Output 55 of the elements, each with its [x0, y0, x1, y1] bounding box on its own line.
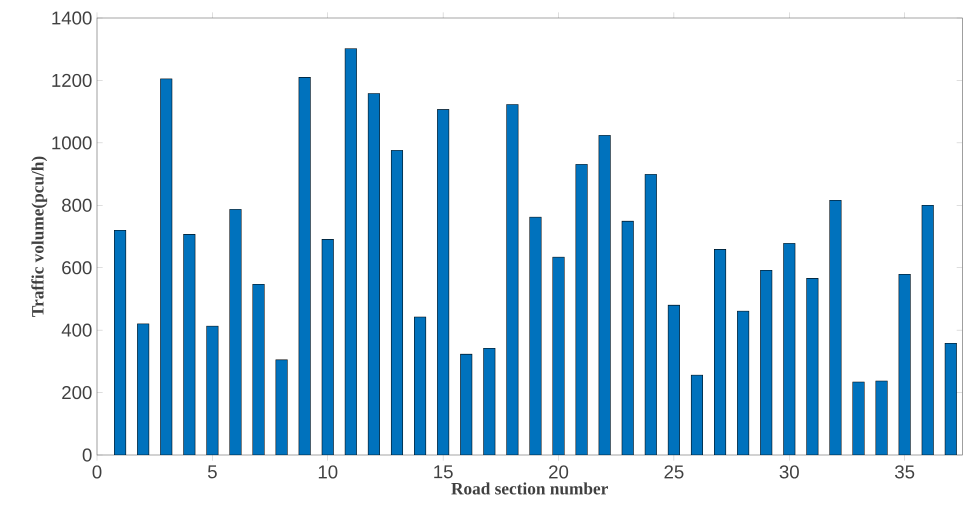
y-tick-label: 1200 [52, 74, 92, 88]
bar [829, 200, 842, 455]
bar [160, 78, 172, 455]
x-tick-label: 35 [895, 465, 914, 479]
bar [644, 174, 657, 455]
bar [390, 150, 404, 455]
bar [552, 256, 565, 455]
bar [414, 316, 426, 455]
y-tick-label: 200 [62, 386, 92, 400]
bar [576, 164, 588, 455]
bar [183, 234, 196, 455]
bar [529, 216, 542, 455]
bar [852, 382, 865, 455]
bar [368, 93, 380, 455]
bar [944, 342, 957, 455]
bar [622, 220, 634, 455]
y-tick-label: 400 [62, 324, 92, 337]
bar [322, 239, 334, 455]
bar [276, 360, 288, 455]
bar [737, 310, 750, 455]
bar [598, 135, 611, 455]
bar [714, 249, 726, 455]
y-tick-label: 0 [82, 448, 92, 462]
y-tick-label: 800 [62, 198, 92, 212]
bar [876, 380, 888, 455]
bar [922, 205, 934, 455]
x-tick-label: 15 [434, 465, 453, 478]
bar [298, 77, 311, 455]
bar [114, 230, 126, 455]
x-tick-label: 30 [780, 465, 799, 479]
bar [668, 304, 680, 455]
bar [252, 284, 265, 455]
y-axis-title: Traffic volume(pcu/h) [31, 156, 48, 317]
x-tick-label: 10 [318, 465, 338, 479]
x-tick-label: 25 [664, 465, 684, 479]
bar [229, 209, 242, 455]
y-tick-label: 1000 [52, 136, 92, 150]
bar [506, 104, 518, 455]
bar [460, 354, 472, 455]
bar [483, 348, 496, 455]
bar [137, 324, 150, 455]
x-tick-label: 20 [549, 465, 568, 479]
bar [206, 326, 218, 455]
bar [783, 243, 796, 455]
y-tick-label: 600 [62, 261, 92, 274]
bar [760, 270, 772, 455]
bar [344, 48, 357, 455]
x-tick-label: 0 [92, 465, 102, 479]
bar [437, 109, 450, 455]
bar [690, 374, 704, 455]
x-axis-title: Road section number [451, 482, 608, 495]
x-tick-label: 5 [208, 465, 217, 478]
y-tick-label: 1400 [52, 11, 92, 25]
bar [898, 274, 911, 455]
bar [806, 278, 818, 455]
